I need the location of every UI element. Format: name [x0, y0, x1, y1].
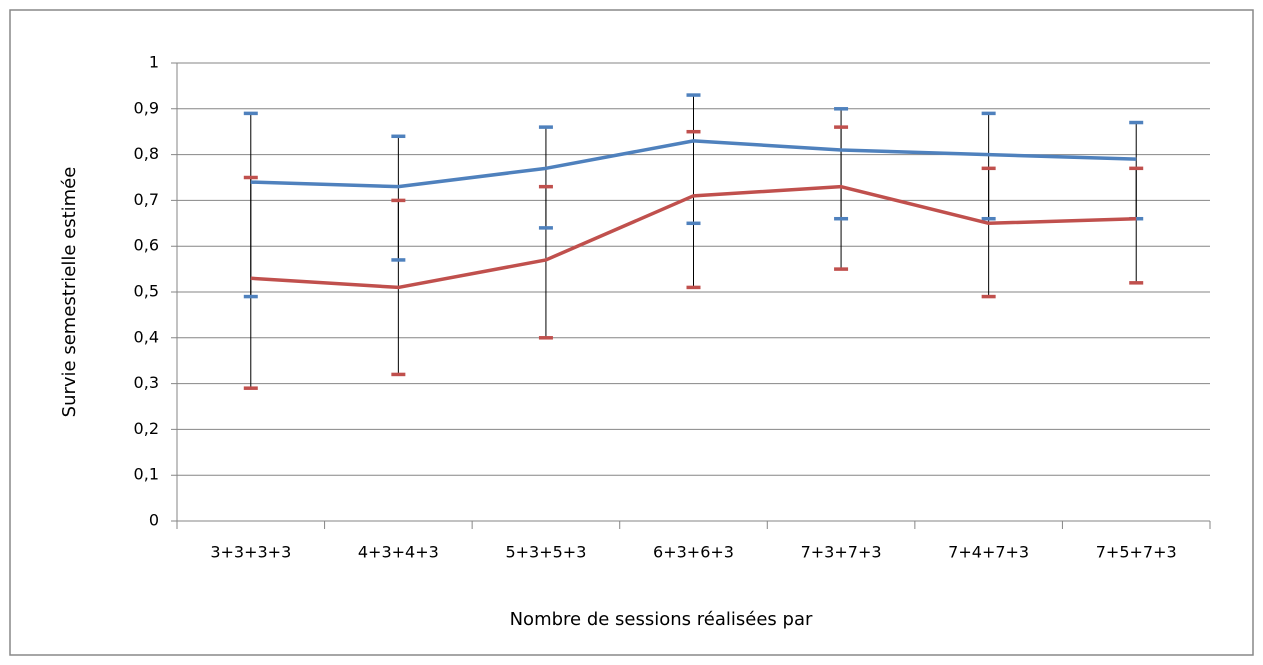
x-tick-label: 6+3+6+3	[653, 543, 734, 562]
y-axis-title: Survie semestrielle estimée	[59, 167, 80, 418]
y-tick-label: 1	[149, 53, 159, 72]
y-tick-label: 0,3	[134, 373, 159, 392]
x-tick-label: 4+3+4+3	[358, 543, 439, 562]
y-tick-label: 0,6	[134, 236, 159, 255]
chart-border	[9, 9, 1254, 656]
y-tick-label: 0,1	[134, 465, 159, 484]
x-tick-label: 3+3+3+3	[210, 543, 291, 562]
series-line	[250, 184, 1137, 290]
x-tick-label: 5+3+5+3	[505, 543, 586, 562]
y-tick-label: 0,5	[134, 282, 159, 301]
y-tick-label: 0	[149, 511, 159, 530]
y-tick-label: 0,8	[134, 144, 159, 163]
y-tick-label: 0,7	[134, 190, 159, 209]
x-tick-label: 7+4+7+3	[948, 543, 1029, 562]
series-line	[250, 139, 1137, 189]
y-tick-label: 0,2	[134, 419, 159, 438]
x-tick-label: 7+5+7+3	[1096, 543, 1177, 562]
x-tick-label: 7+3+7+3	[801, 543, 882, 562]
y-tick-label: 0,4	[134, 327, 159, 346]
x-axis-title: Nombre de sessions réalisées par	[510, 609, 813, 630]
y-tick-label: 0,9	[134, 98, 159, 117]
